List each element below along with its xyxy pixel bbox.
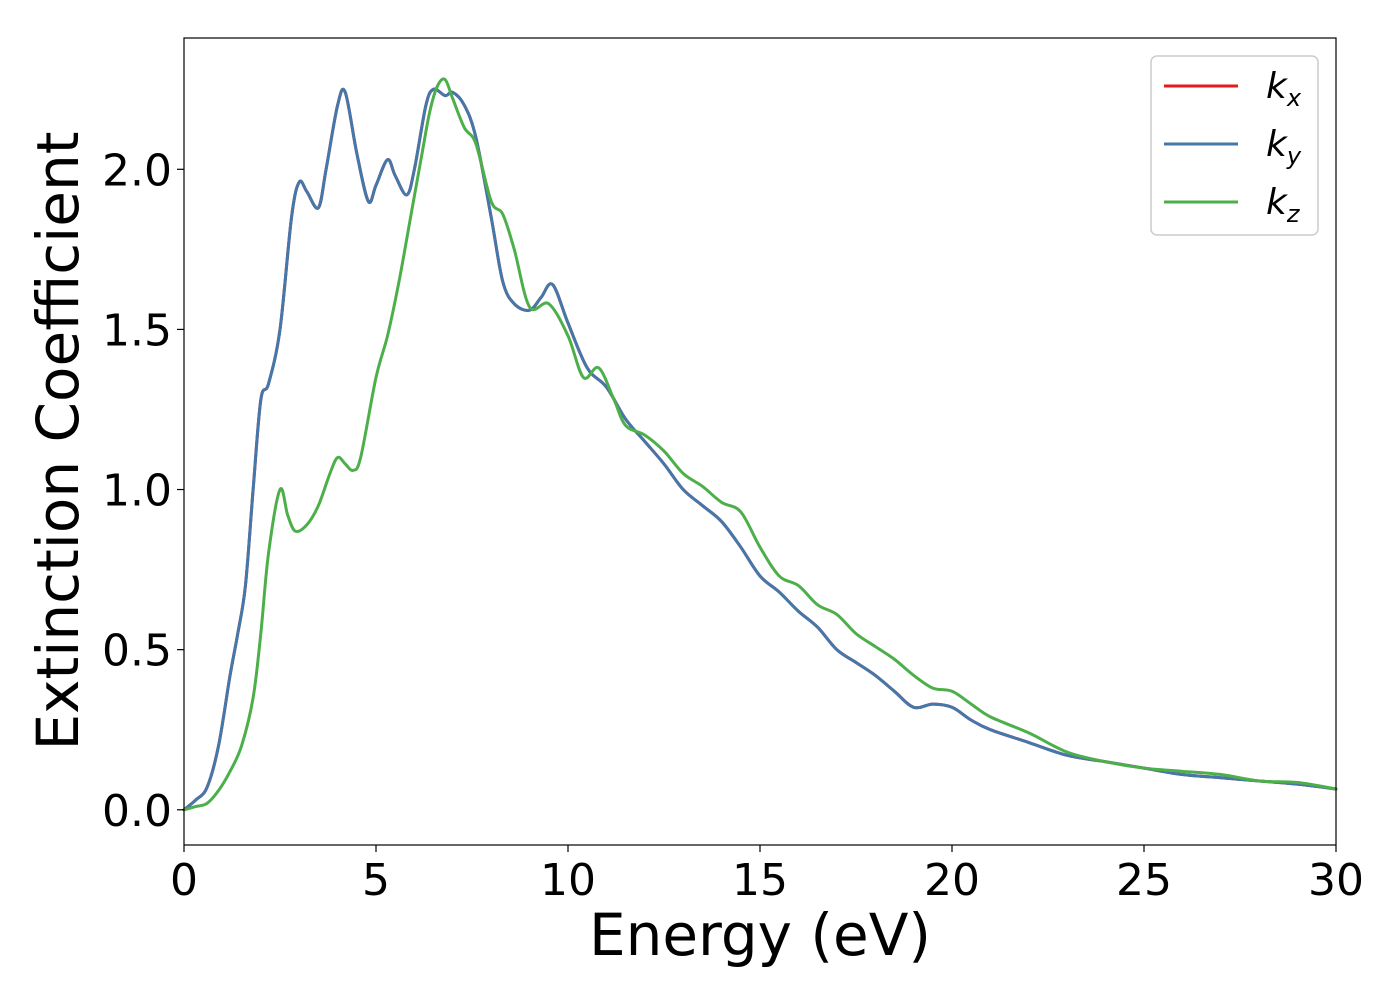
x-tick-label: 30 [1308,855,1364,906]
x-tick-label: 25 [1116,855,1172,906]
legend: kx ky kz [1150,55,1319,236]
series-layer [182,77,1338,812]
y-tick-label: 1.0 [102,466,172,517]
y-axis-label: Extinction Coefficient [24,132,92,751]
series-line-z [182,77,1338,812]
x-tick-label: 0 [170,855,198,906]
legend-label-y: ky [1266,124,1302,170]
x-tick-label: 20 [924,855,980,906]
y-tick-label: 1.5 [102,305,172,356]
y-tick-label: 0.0 [102,786,172,837]
x-tick-label: 15 [732,855,788,906]
series-line-y [182,87,1338,812]
y-axis: 0.0 0.5 1.0 1.5 2.0 [102,145,184,837]
x-axis: 0 5 10 15 20 25 30 [170,845,1364,906]
y-tick-label: 2.0 [102,145,172,196]
legend-label-x: kx [1266,66,1302,112]
x-tick-label: 10 [540,855,596,906]
y-tick-label: 0.5 [102,626,172,677]
x-tick-label: 5 [362,855,390,906]
legend-label-z: kz [1266,182,1301,228]
x-axis-label: Energy (eV) [589,901,931,969]
